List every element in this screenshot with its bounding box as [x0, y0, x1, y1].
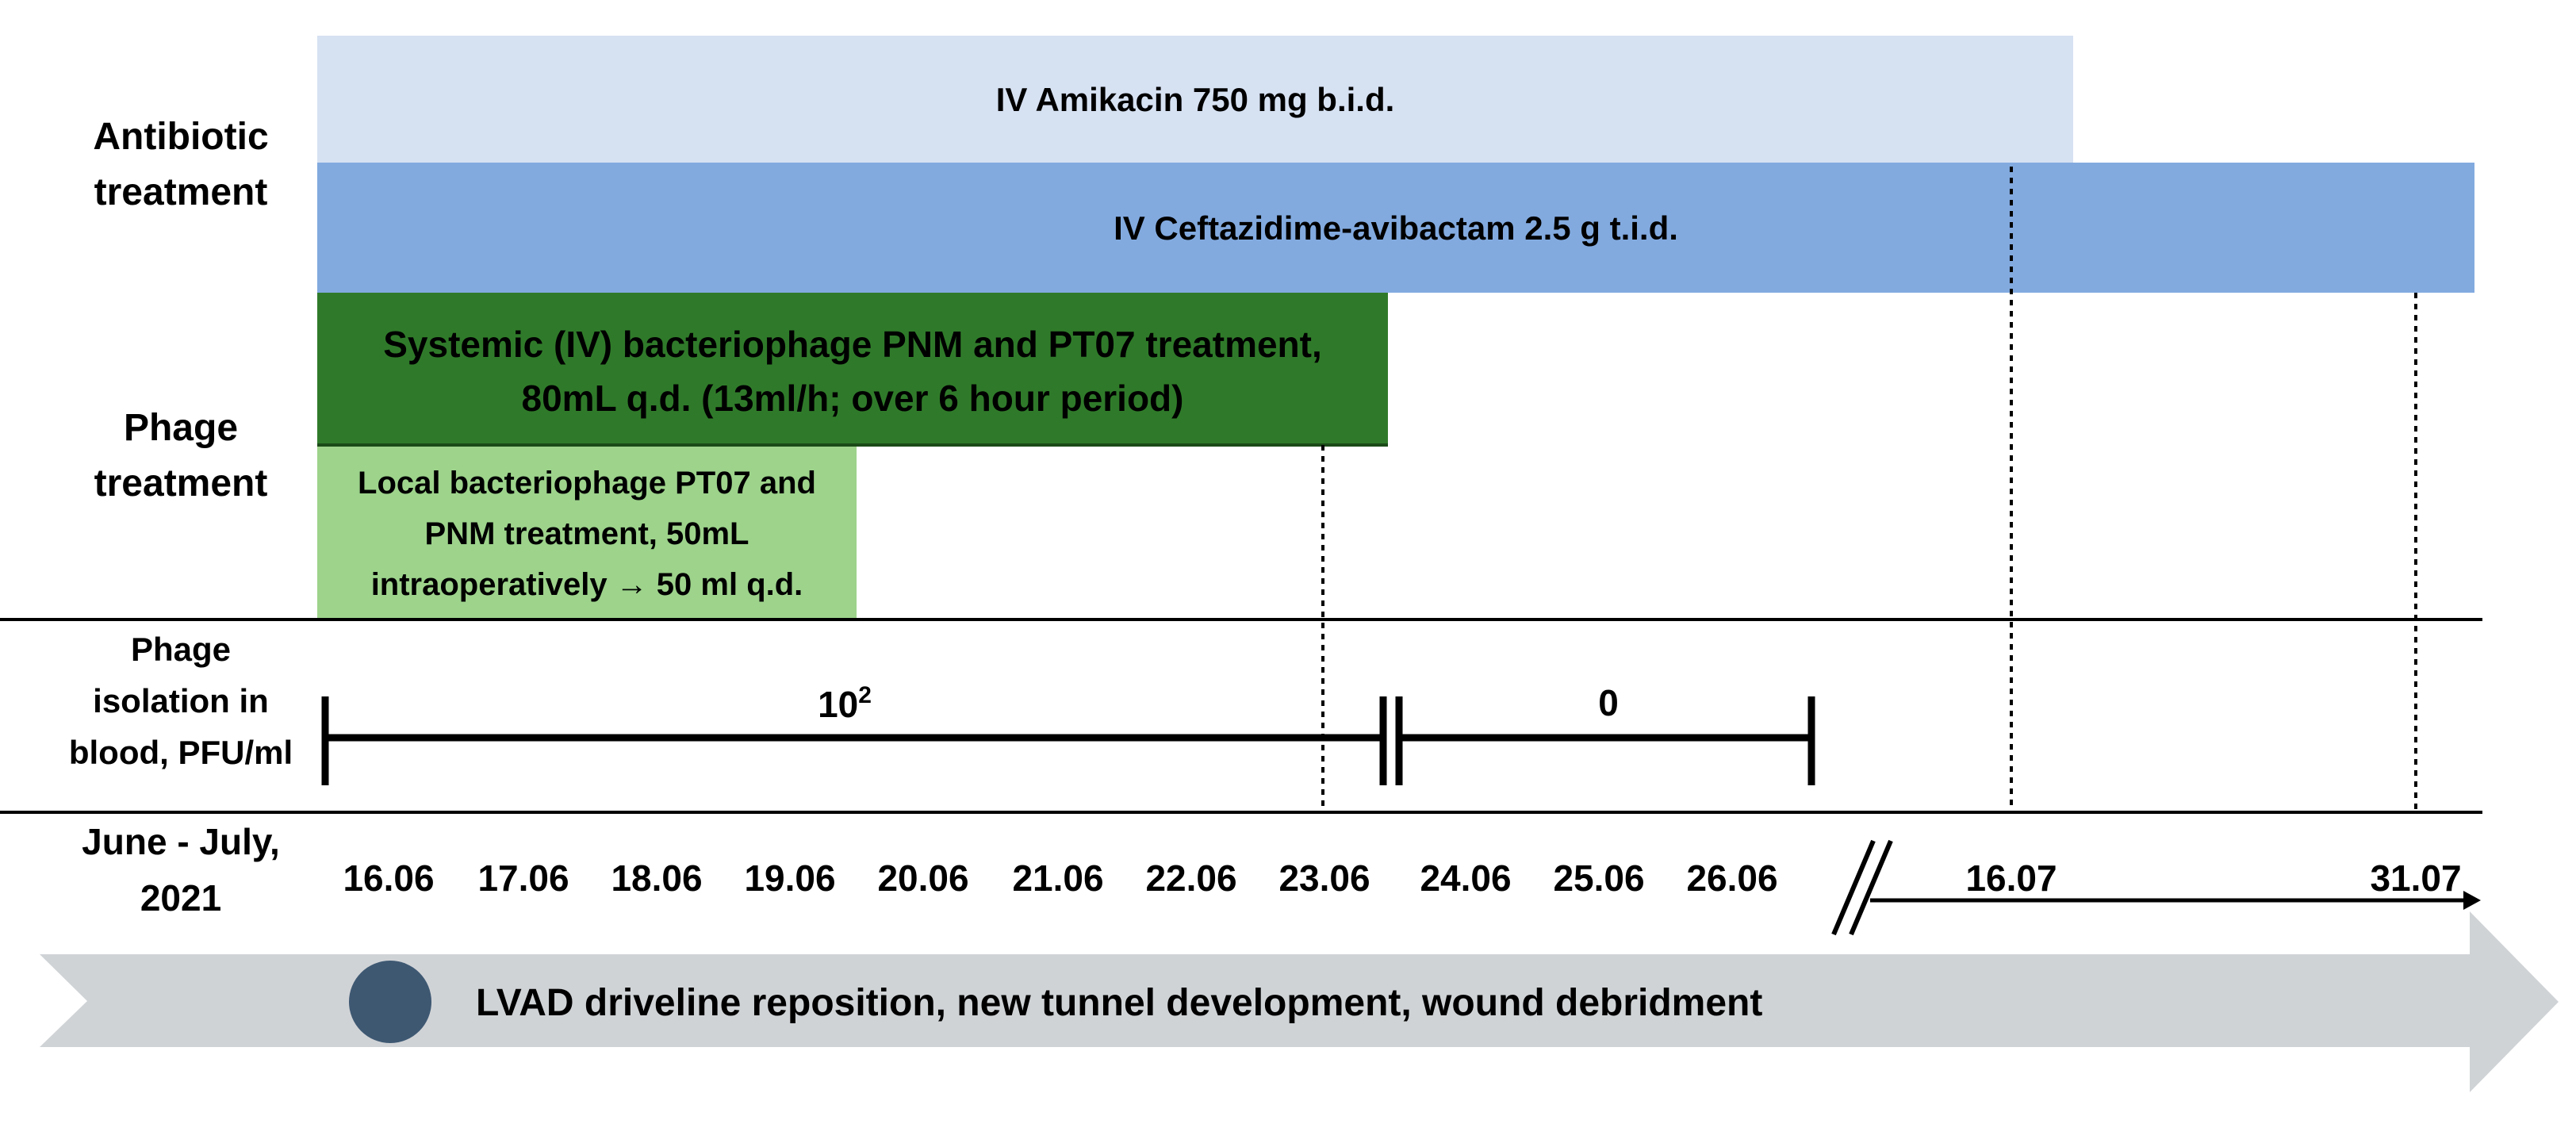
procedure-dot-icon	[349, 961, 431, 1043]
systemic-phage-bar	[317, 293, 1388, 445]
isolation-value-1: 102	[818, 682, 872, 725]
systemic-phage-label-line2: 80mL q.d. (13ml/h; over 6 hour period)	[522, 378, 1184, 419]
axis-break-2	[1849, 839, 1893, 936]
axis-break-1	[1831, 839, 1876, 936]
procedure-arrow	[40, 911, 2559, 1092]
date-label: 18.06	[611, 857, 702, 899]
isolation-label-line1: Phage	[131, 631, 231, 668]
date-label: 16.07	[1965, 857, 2057, 899]
isolation-value-2: 0	[1598, 682, 1619, 723]
antibiotic-label-line1: Antibiotic	[93, 116, 268, 158]
systemic-phage-label-line1: Systemic (IV) bacteriophage PNM and PT07…	[383, 324, 1322, 365]
local-phage-label-line2: PNM treatment, 50mL	[425, 516, 749, 551]
amikacin-bar	[317, 36, 2073, 163]
date-label: 31.07	[2370, 857, 2461, 899]
date-label: 20.06	[877, 857, 968, 899]
date-label: 26.06	[1686, 857, 1777, 899]
date-label: 19.06	[744, 857, 835, 899]
local-phage-label-line1: Local bacteriophage PT07 and	[358, 466, 816, 501]
date-label: 21.06	[1012, 857, 1103, 899]
antibiotic-label-line2: treatment	[94, 171, 268, 213]
local-phage-bar	[317, 447, 857, 620]
date-label-line2: 2021	[140, 877, 221, 919]
date-axis-arrowhead	[2463, 891, 2481, 910]
date-label: 23.06	[1278, 857, 1370, 899]
phage-label-line2: treatment	[94, 462, 268, 504]
date-label: 24.06	[1420, 857, 1511, 899]
isolation-label-line2: isolation in	[93, 682, 269, 719]
local-phage-label-line3: intraoperatively → 50 ml q.d.	[371, 567, 803, 602]
date-label: 25.06	[1553, 857, 1644, 899]
isolation-label-line3: blood, PFU/ml	[69, 734, 293, 771]
date-label: 16.06	[343, 857, 434, 899]
ceftazidime-bar-label: IV Ceftazidime-avibactam 2.5 g t.i.d.	[1114, 209, 1678, 247]
date-label: 22.06	[1145, 857, 1236, 899]
amikacin-bar-label: IV Amikacin 750 mg b.i.d.	[996, 81, 1395, 118]
ceftazidime-bar	[317, 163, 2474, 293]
procedure-label: LVAD driveline reposition, new tunnel de…	[476, 982, 1762, 1024]
date-label-line1: June - July,	[82, 821, 280, 862]
phage-label-line1: Phage	[124, 407, 238, 449]
date-label: 17.06	[477, 857, 569, 899]
